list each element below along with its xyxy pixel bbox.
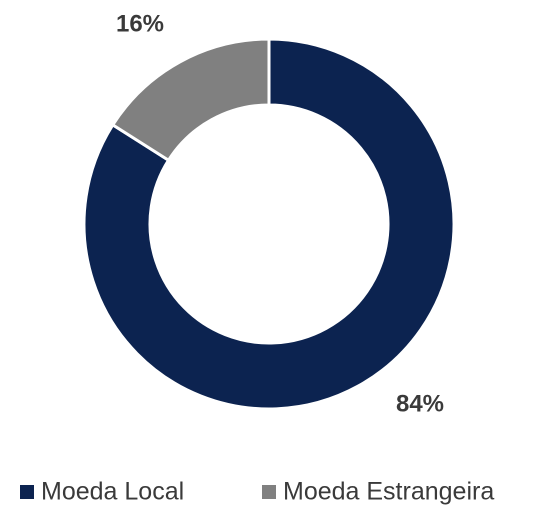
slice <box>82 37 456 411</box>
legend-label: Moeda Estrangeira <box>283 478 494 506</box>
legend-swatch <box>262 485 276 499</box>
value-label: 16% <box>116 10 164 37</box>
legend-label: Moeda Local <box>41 478 184 506</box>
slice <box>110 37 271 163</box>
value-label: 84% <box>396 390 444 417</box>
legend-swatch <box>20 485 34 499</box>
